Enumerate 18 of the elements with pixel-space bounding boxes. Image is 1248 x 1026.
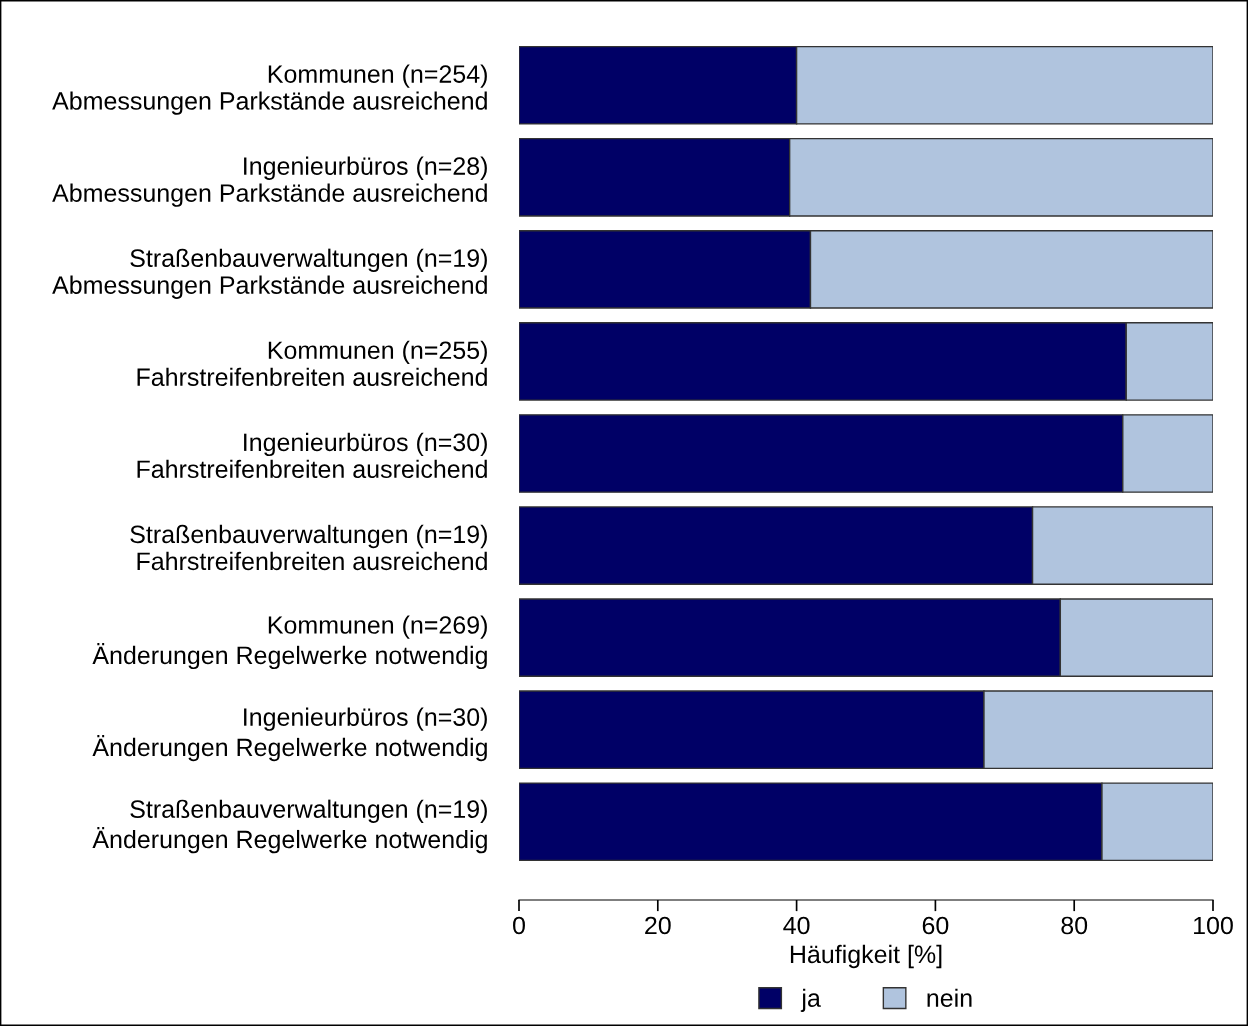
y-tick-label: Ingenieurbüros (n=30) Änderungen Regelwerke notwendig [92,707,487,762]
y-tick-label: Kommunen (n=269) Änderungen Regelwerke notwendig [92,615,487,670]
x-tick-label: 80 [1061,916,1088,935]
y-tick-label: Straßenbauverwaltungen (n=19) Fahrstreifenbreiten ausreichend [130,524,487,571]
x-tick-label: 60 [922,916,949,935]
x-tick-label: 40 [783,916,810,935]
y-tick-label: Kommunen (n=255) Fahrstreifenbreiten ausreichend [137,340,487,387]
legend-label: nein [927,988,972,1007]
x-tick-label: 0 [513,916,525,935]
y-tick-label: Ingenieurbüros (n=28) Abmessungen Parkstände ausreichend [52,156,487,207]
y-tick-label: Kommunen (n=254) Abmessungen Parkstände ausreichend [52,64,487,115]
y-tick-label: Straßenbauverwaltungen (n=19) Abmessungen Parkstände ausreichend [52,248,487,299]
legend-label: ja [800,988,821,1012]
x-axis-title: Häufigkeit [%] [790,944,942,969]
x-tick-label: 100 [1194,916,1233,935]
y-tick-label: Ingenieurbüros (n=30) Fahrstreifenbreiten ausreichend [137,432,487,479]
y-tick-label: Straßenbauverwaltungen (n=19) Änderungen Regelwerke notwendig [92,799,487,854]
x-tick-label: 20 [645,916,671,935]
